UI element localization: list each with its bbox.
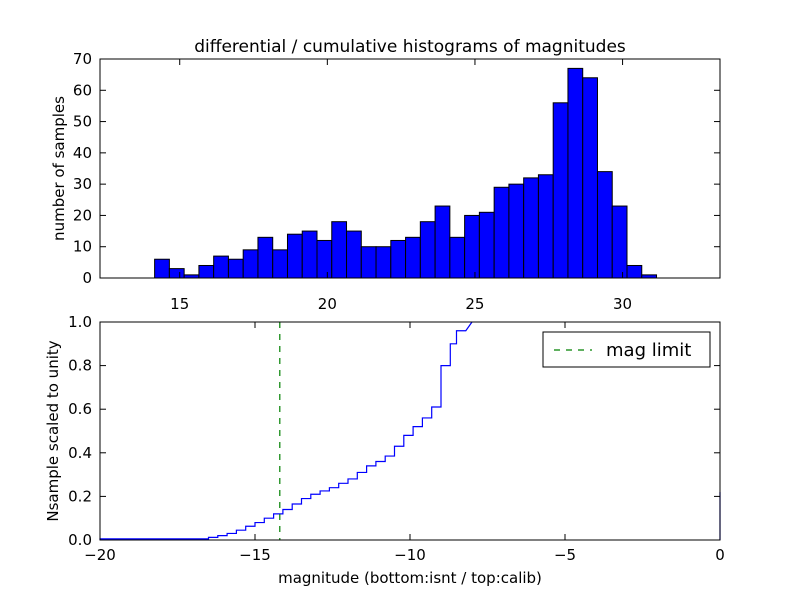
histogram-bar	[582, 77, 598, 279]
histogram-bar	[449, 236, 466, 279]
cumulative-x-tick-label: −5	[554, 546, 576, 564]
histogram-y-tick-label: 40	[73, 144, 92, 162]
histogram-y-tick-label: 50	[73, 113, 92, 131]
histogram-bar	[242, 249, 259, 279]
histogram-bar	[508, 183, 525, 279]
legend: mag limit	[542, 331, 711, 368]
histogram-bar	[611, 205, 628, 279]
cumulative-x-tick-label: −10	[394, 546, 426, 564]
histogram-bar	[478, 211, 495, 279]
histogram-y-tick-label: 60	[73, 81, 92, 99]
histogram-y-tick-label: 30	[73, 175, 92, 193]
histogram-bar	[375, 246, 392, 279]
histogram-y-tick-label: 10	[73, 238, 92, 256]
histogram-bar	[537, 174, 554, 279]
cumulative-x-tick-label: 0	[715, 546, 725, 564]
cumulative-x-ticks: −20 −15 −10 −5 0	[84, 322, 725, 564]
histogram-x-ticks: 15 20 25 30	[170, 59, 632, 313]
histogram-bar	[154, 258, 170, 279]
histogram-bar	[434, 205, 451, 279]
histogram-bars	[154, 67, 658, 279]
histogram-y-ticks: 0 10 20 30 40 50 60 70	[73, 50, 720, 287]
cumulative-y-tick-label: 0.8	[68, 357, 92, 375]
histogram-bar	[346, 230, 362, 279]
histogram-bar	[405, 236, 421, 279]
cumulative-y-tick-label: 0.6	[68, 400, 92, 418]
histogram-bar	[523, 177, 539, 279]
histogram-y-label: number of samples	[50, 96, 68, 241]
histogram-bar	[316, 239, 333, 279]
histogram-y-tick-label: 0	[82, 269, 92, 287]
histogram-bar	[301, 230, 318, 279]
cumulative-y-tick-label: 0.4	[68, 444, 92, 462]
histogram-x-tick-label: 30	[613, 295, 632, 313]
histogram-x-tick-label: 15	[170, 295, 189, 313]
histogram-bar	[331, 221, 348, 279]
histogram-y-tick-label: 20	[73, 206, 92, 224]
histogram-bar	[198, 264, 215, 279]
cumulative-x-tick-label: −20	[84, 546, 116, 564]
histogram-bar	[213, 255, 229, 279]
histogram-bar	[493, 186, 510, 279]
cumulative-y-label: Nsample scaled to unity	[44, 340, 62, 521]
cumulative-step-line	[99, 321, 473, 540]
histogram-bar	[626, 264, 643, 279]
histogram-bar	[419, 221, 436, 279]
cumulative-y-tick-label: 1.0	[68, 313, 92, 331]
histogram-panel: differential / cumulative histograms of …	[50, 37, 721, 313]
histogram-bar	[390, 239, 407, 279]
cumulative-y-ticks: 0.0 0.2 0.4 0.6 0.8 1.0	[68, 313, 720, 549]
histogram-bar	[360, 246, 377, 279]
histogram-x-tick-label: 25	[465, 295, 484, 313]
cumulative-y-tick-label: 0.0	[68, 531, 92, 549]
histogram-x-tick-label: 20	[318, 295, 337, 313]
cumulative-x-tick-label: −15	[239, 546, 271, 564]
histogram-bar	[286, 233, 303, 279]
cumulative-y-tick-label: 0.2	[68, 487, 92, 505]
histogram-y-tick-label: 70	[73, 50, 92, 68]
histogram-title: differential / cumulative histograms of …	[194, 37, 626, 57]
cumulative-x-label: magnitude (bottom:isnt / top:calib)	[278, 569, 542, 587]
histogram-bar	[596, 171, 613, 279]
histogram-bar	[257, 236, 274, 279]
histogram-frame	[99, 58, 721, 279]
cumulative-frame	[99, 321, 721, 541]
histogram-bar	[464, 214, 480, 279]
cumulative-panel: 0.0 0.2 0.4 0.6 0.8 1.0 −20 −15 −10 −5 0 Nsample …	[44, 313, 725, 587]
histogram-bar	[552, 102, 569, 279]
histogram-bar	[272, 249, 288, 279]
histogram-bar	[567, 67, 584, 279]
histogram-bar	[168, 268, 185, 279]
legend-mag-limit-label: mag limit	[606, 340, 691, 361]
histogram-bar	[227, 258, 244, 279]
